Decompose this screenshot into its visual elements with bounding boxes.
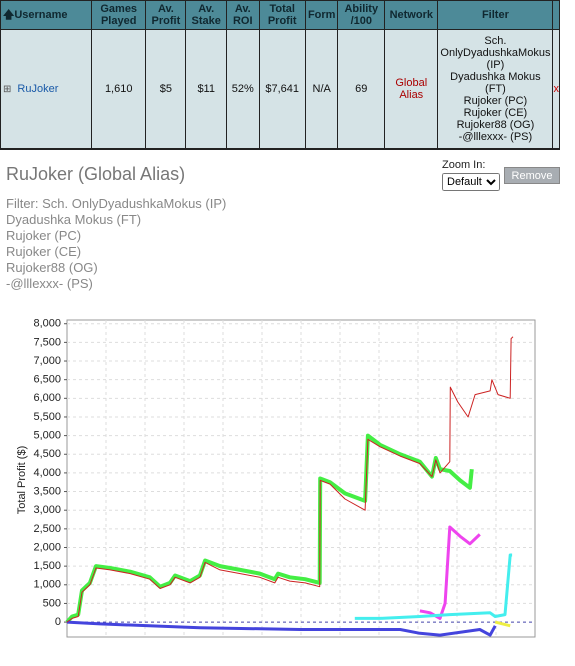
cell-text: N/A: [312, 83, 331, 95]
filter-line: -@lllexxx- (PS): [6, 276, 93, 291]
header-text: Form: [307, 9, 336, 21]
cell: 69: [337, 29, 386, 150]
cell: Sch. OnlyDyadushkaMokus (IP) Dyadushka Mo…: [437, 29, 554, 150]
header-text: Av. Stake: [191, 3, 221, 27]
filter-line: -@lllexxx- (PS): [458, 131, 533, 143]
filter-line: Rujoker (CE): [463, 107, 528, 119]
filter-line: Rujoker (PC): [6, 228, 82, 243]
header-text: Av. ROI: [232, 3, 253, 27]
series-line: [354, 553, 513, 620]
cell-text: 69: [355, 83, 368, 95]
y-tick-label: 3,500: [33, 485, 61, 497]
y-axis-label: Total Profit ($): [16, 446, 28, 514]
series-line: [494, 620, 511, 628]
y-tick-label: 8,000: [33, 318, 61, 330]
cell: ⊞ RuJoker: [0, 29, 92, 150]
header-text: Ability /100: [344, 3, 379, 27]
sort-icon: 🡅: [3, 9, 15, 21]
cell: x: [552, 29, 560, 150]
cell: $11: [185, 29, 228, 150]
y-tick-label: 6,000: [33, 392, 61, 404]
y-tick-label: 5,500: [33, 411, 61, 423]
table-row: ⊞ RuJoker 1,610 $5 $11 52% $7,641 N/A 69 Global A…: [0, 29, 560, 150]
chart: Total Profit ($) 0 500 1,000 1,500 2,000 2,50…: [16, 318, 536, 638]
cell: 52%: [226, 29, 260, 150]
zoom-select[interactable]: Default: [442, 173, 500, 191]
header-text: Network: [389, 9, 433, 21]
y-tick-label: 5,000: [33, 430, 61, 442]
filter-line: Rujoker (PC): [463, 95, 528, 107]
header-text: Filter: [481, 9, 509, 21]
expand-icon: ⊞: [3, 84, 12, 95]
y-tick-label: 1,000: [33, 579, 61, 591]
header-text: Games Played: [100, 3, 138, 27]
y-tick-label: 6,500: [33, 374, 61, 386]
filter-line: Sch. OnlyDyadushkaMokus (IP): [440, 35, 551, 71]
cell: 1,610: [90, 29, 147, 150]
column-header: Filter: [437, 0, 554, 30]
cell: $5: [145, 29, 187, 150]
column-header: Av. Stake: [185, 0, 228, 30]
column-header: Form: [304, 0, 339, 30]
header-text: Username: [14, 9, 68, 21]
column-header: 🡅Username: [0, 0, 92, 30]
column-header: Network: [384, 0, 439, 30]
series-line: [419, 525, 481, 620]
filter-line: Rujoker88 (OG): [6, 260, 98, 275]
alias-heading: RuJoker (Global Alias): [6, 164, 186, 184]
y-tick-label: 4,500: [33, 448, 61, 460]
column-header: [552, 0, 560, 30]
delete-link[interactable]: x: [553, 83, 559, 95]
cell: N/A: [304, 29, 339, 150]
username-link[interactable]: RuJoker: [17, 83, 59, 95]
y-tick-label: 1,500: [33, 560, 61, 572]
cell-text: Global Alias: [395, 77, 428, 101]
header-text: Av. Profit: [151, 3, 181, 27]
header-text: Total Profit: [267, 3, 297, 27]
series-line: [66, 336, 514, 623]
filter-line: Filter: Sch. OnlyDyadushkaMokus (IP): [6, 196, 227, 211]
column-header: Av. Profit: [145, 0, 187, 30]
filter-line: Dyadushka Mokus (FT): [450, 71, 541, 95]
cell-text: $7,641: [265, 83, 300, 95]
y-tick-label: 3,000: [33, 504, 61, 516]
column-header: Games Played: [90, 0, 147, 30]
results-table: 🡅Username Games Played Av. Profit Av. Stake…: [0, 0, 560, 150]
y-tick-label: 500: [43, 597, 61, 609]
remove-button[interactable]: Remove: [504, 167, 560, 184]
filter-line: Rujoker88 (OG): [456, 119, 535, 131]
filter-line: Dyadushka Mokus (FT): [6, 212, 142, 227]
filter-line: Rujoker (CE): [6, 244, 82, 259]
cell: $7,641: [258, 29, 306, 150]
y-tick-label: 4,000: [33, 467, 61, 479]
cell-text: $11: [197, 83, 215, 95]
series-line: [66, 620, 497, 637]
cell-text: 52%: [231, 83, 254, 95]
cell-text: $5: [159, 83, 173, 95]
y-tick-label: 2,500: [33, 523, 61, 535]
cell: Global Alias: [384, 29, 439, 150]
y-tick-label: 0: [55, 616, 61, 628]
y-tick-label: 2,000: [33, 541, 61, 553]
zoom-label: Zoom In:: [442, 159, 486, 171]
column-header: Av. ROI: [226, 0, 260, 30]
filter-list: Filter: Sch. OnlyDyadushkaMokus (IP) Dyad…: [6, 196, 226, 292]
column-header: Ability /100: [337, 0, 386, 30]
column-header: Total Profit: [258, 0, 306, 30]
y-tick-label: 7,000: [33, 355, 61, 367]
cell-text: 1,610: [104, 83, 133, 95]
y-tick-label: 7,500: [33, 336, 61, 348]
